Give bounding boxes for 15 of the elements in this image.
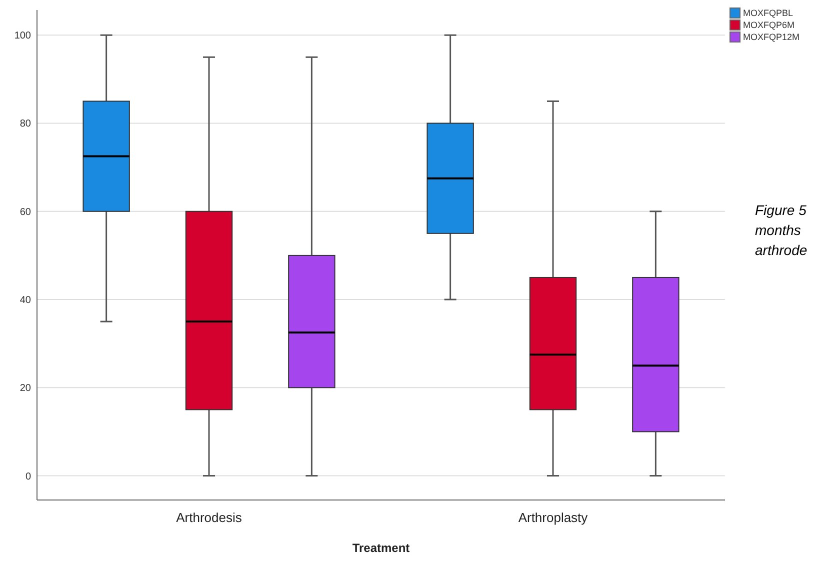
y-tick-label: 40: [20, 295, 32, 306]
y-tick-label: 0: [25, 471, 32, 482]
legend-label: MOXFQP6M: [743, 20, 795, 30]
text: arthrode: [755, 242, 808, 258]
x-axis-title: Treatment: [352, 541, 410, 555]
x-tick-label: Arthroplasty: [518, 510, 588, 525]
y-tick-label: 80: [20, 118, 32, 130]
text: months: [755, 222, 801, 238]
legend-label: MOXFQP12M: [743, 32, 800, 42]
y-tick-label: 100: [14, 30, 32, 42]
caption: Figure 5: [755, 202, 807, 218]
y-tick-label: 20: [20, 383, 32, 394]
legend-label: MOXFQPBL: [743, 8, 794, 18]
x-tick-label: Arthrodesis: [176, 510, 242, 525]
y-tick-label: 60: [20, 206, 32, 218]
